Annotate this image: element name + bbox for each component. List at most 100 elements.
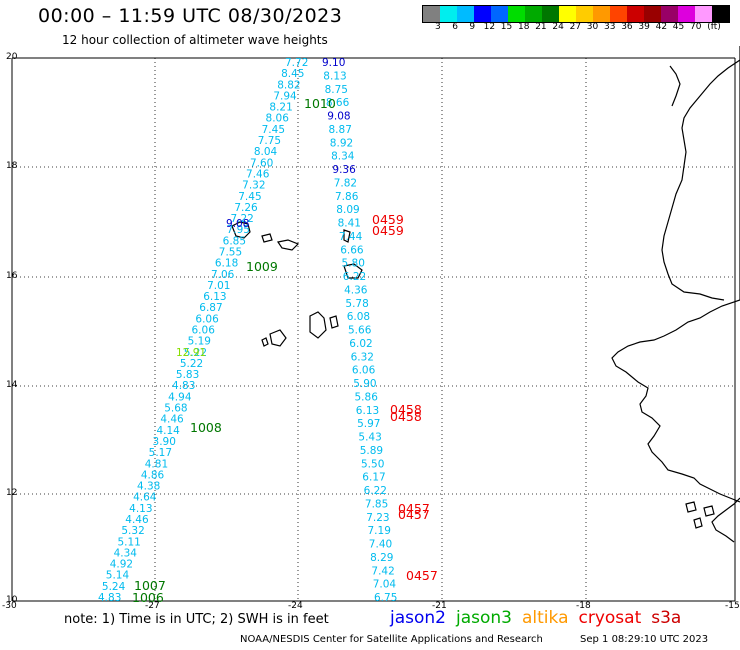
track-code: 1009 [246, 259, 278, 274]
wave-height-value: 4.38 [137, 481, 160, 493]
wave-height-value: 4.46 [160, 414, 184, 426]
wave-height-value: 12.91 [176, 347, 206, 359]
legend-label: 3 [435, 22, 441, 32]
lat-label: 20 [6, 52, 18, 62]
legend-swatch [695, 6, 712, 22]
legend-label: 18 [518, 22, 530, 32]
legend-swatch [542, 6, 559, 22]
wave-height-value: 8.06 [266, 113, 290, 125]
wave-height-value: 5.97 [357, 418, 380, 430]
wave-height-value: 4.83 [172, 380, 195, 392]
wave-height-value: 5.43 [358, 432, 381, 444]
track-code: 1008 [190, 420, 222, 435]
wave-height-value: 5.19 [188, 336, 211, 348]
lon-label: -18 [576, 601, 591, 611]
timestamp-text: Sep 1 08:29:10 UTC 2023 [580, 634, 709, 645]
wave-height-value: 7.46 [246, 168, 270, 180]
wave-height-value: 5.83 [176, 369, 199, 381]
track-code: 0457 [398, 507, 430, 522]
wave-height-value: 8.29 [370, 552, 393, 564]
wave-height-value: 5.78 [345, 298, 368, 310]
wave-height-value: 8.21 [269, 102, 292, 114]
page-title: 00:00 – 11:59 UTC 08/30/2023 [38, 5, 343, 27]
island-sao-nicolau [277, 239, 300, 251]
wave-height-value: 7.19 [368, 525, 391, 537]
wave-height-value: 5.17 [149, 447, 172, 459]
island-sao-vicente [261, 233, 273, 243]
wave-height-value: 7.23 [366, 512, 389, 524]
africa-coast [611, 299, 740, 503]
track-code: 0459 [372, 223, 404, 238]
lon-label: -15 [725, 601, 740, 611]
wave-height-value: 6.13 [203, 291, 226, 303]
wave-height-value: 3.90 [153, 436, 176, 448]
legend-label: 21 [535, 22, 547, 32]
wave-height-value: 7.06 [211, 269, 235, 281]
wave-height-value: 7.86 [335, 191, 359, 203]
lat-label: 14 [6, 380, 18, 390]
wave-height-value: 8.13 [323, 70, 346, 82]
wave-height-value: 6.17 [362, 472, 385, 484]
wave-height-value: 7.42 [371, 565, 394, 577]
track-code: 0458 [390, 402, 422, 417]
track-code: 0457 [398, 501, 430, 516]
island-santo-antao [231, 221, 251, 239]
legend-label: 30 [586, 22, 599, 32]
legend-swatch [508, 6, 525, 22]
legend-swatch [440, 6, 457, 22]
bijagos-islands [685, 501, 715, 529]
satellite-legend: jason2 jason3 altika cryosat s3a [390, 608, 691, 628]
wave-height-value: 5.66 [348, 325, 372, 337]
wave-height-value: 5.68 [164, 403, 187, 415]
wave-height-value: 7.60 [250, 157, 273, 169]
credit-text: NOAA/NESDIS Center for Satellite Applica… [240, 634, 543, 645]
legend-label: 33 [604, 22, 616, 32]
wave-height-value: 4.86 [141, 469, 165, 481]
wave-height-value: 6.22 [364, 485, 387, 497]
wave-height-value: 7.72 [285, 57, 308, 69]
legend-swatch [661, 6, 678, 22]
wave-height-value: 8.41 [338, 218, 361, 230]
western-sahara [669, 65, 681, 107]
wave-height-value: 4.92 [110, 559, 133, 571]
track-code: 1006 [132, 590, 164, 605]
wave-height-value: 4.36 [344, 284, 368, 296]
legend-swatch [559, 6, 576, 22]
wave-height-value: 7.22 [230, 213, 253, 225]
wave-height-value: 6.02 [349, 338, 372, 350]
wave-height-value: 6.75 [374, 592, 397, 604]
lon-label: -21 [432, 601, 447, 611]
wave-height-value: 5.80 [342, 258, 365, 270]
wave-height-value: 7.82 [334, 177, 357, 189]
legend-swatch [593, 6, 610, 22]
mauritania-coast [661, 59, 740, 301]
altika-track-east: 9.108.13 8.758.66 9.088.878.92 8.349.367.82… [322, 57, 397, 604]
island-boa-vista [343, 263, 363, 279]
wave-height-value: 4.34 [114, 547, 138, 559]
coastline [231, 46, 740, 543]
wave-height-value: 5.24 [102, 581, 126, 593]
wave-height-value: 6.22 [343, 271, 366, 283]
wave-height-value: 7.85 [365, 498, 388, 510]
wave-height-value: 6.85 [223, 235, 246, 247]
track-code: 1007 [134, 578, 166, 593]
wave-height-value: 7.55 [219, 246, 242, 258]
wave-height-value: 6.87 [199, 302, 222, 314]
legend-label: 42 [655, 22, 668, 32]
island-maio [329, 315, 339, 329]
wave-height-value: 7.94 [273, 90, 297, 102]
lon-label: -24 [288, 601, 303, 611]
legend-swatch [474, 6, 491, 22]
wave-height-value: 7.01 [207, 280, 230, 292]
wave-height-value: 5.11 [117, 536, 140, 548]
wave-height-value: 8.66 [326, 97, 350, 109]
satellite-jason2: jason2 [390, 608, 446, 628]
wave-height-value: 8.09 [336, 204, 359, 216]
jason3-track-west: 7.728.458.827.948.218.067.457.758.047.60… [98, 57, 308, 604]
satellite-jason3: jason3 [456, 608, 512, 628]
wave-height-value: 7.44 [339, 231, 363, 243]
wave-height-value: 5.22 [180, 358, 203, 370]
wave-height-value: 4.64 [133, 492, 157, 504]
wave-height-value: 8.34 [331, 151, 355, 163]
island-fogo [269, 329, 287, 347]
